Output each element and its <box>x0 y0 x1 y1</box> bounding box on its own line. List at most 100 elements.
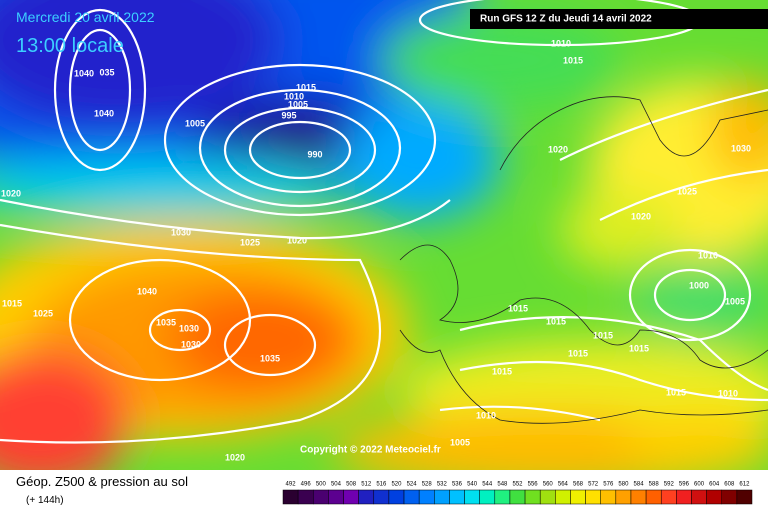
forecast-time: 13:00 locale <box>16 35 124 57</box>
isobar-label: 1015 <box>568 348 588 358</box>
scale-label: 544 <box>482 482 493 488</box>
isobar-label: 1020 <box>287 235 307 245</box>
scale-swatch <box>373 489 390 505</box>
scale-label: 504 <box>331 482 342 488</box>
isobar-label: 1040 <box>94 108 114 118</box>
isobar-label: 1010 <box>284 91 304 101</box>
copyright: Copyright © 2022 Meteociel.fr <box>300 445 441 456</box>
isobar-label: 1025 <box>677 186 697 196</box>
isobar-label: 1010 <box>718 388 738 398</box>
isobar-label: 1030 <box>171 227 191 237</box>
forecast-date: Mercredi 20 avril 2022 <box>16 9 155 25</box>
scale-swatch <box>691 489 707 505</box>
map-field <box>0 0 768 470</box>
scale-swatch <box>706 489 722 505</box>
isobar-label: 1020 <box>1 188 21 198</box>
scale-label: 512 <box>361 482 372 488</box>
isobar-label: 1010 <box>551 38 571 48</box>
isobar-label: 1040 <box>137 286 157 296</box>
scale-label: 540 <box>467 482 478 488</box>
scale-label: 536 <box>452 482 463 488</box>
scale-label: 496 <box>301 482 312 488</box>
scale-swatch <box>524 489 541 505</box>
isobar-label: 1005 <box>450 437 470 447</box>
scale-label: 552 <box>512 482 523 488</box>
scale-label: 592 <box>664 482 675 488</box>
scale-swatch <box>494 489 511 505</box>
scale-label: 516 <box>376 482 387 488</box>
scale-swatch <box>660 489 677 505</box>
isobar-label: 1035 <box>156 317 176 327</box>
scale-swatch <box>313 489 329 505</box>
scale-swatch <box>539 489 556 505</box>
scale-swatch <box>615 489 632 505</box>
isobar-label: 035 <box>99 67 114 77</box>
scale-label: 524 <box>407 482 418 488</box>
scale-swatch <box>509 489 526 505</box>
scale-label: 580 <box>618 482 629 488</box>
isobar-label: 1005 <box>288 99 308 109</box>
scale-label: 612 <box>739 482 750 488</box>
scale-swatch <box>388 489 405 505</box>
scale-swatch <box>418 489 435 505</box>
scale-label: 532 <box>437 482 448 488</box>
scale-label: 560 <box>543 482 554 488</box>
scale-swatch <box>600 489 617 505</box>
scale-swatch <box>645 489 662 505</box>
isobar-label: 1015 <box>593 330 613 340</box>
isobar-label: 1030 <box>179 323 199 333</box>
isobar-label: 1010 <box>698 250 718 260</box>
scale-label: 584 <box>634 482 645 488</box>
scale-swatch <box>449 489 465 505</box>
isobar-label: 1005 <box>725 296 745 306</box>
scale-swatch <box>570 489 586 505</box>
run-info: Run GFS 12 Z du Jeudi 14 avril 2022 <box>480 14 652 25</box>
isobar-label: 990 <box>307 149 322 159</box>
scale-swatch <box>630 489 647 505</box>
scale-swatch <box>721 489 738 505</box>
scale-swatch <box>282 489 299 505</box>
scale-label: 520 <box>391 482 402 488</box>
scale-swatch <box>403 489 420 505</box>
scale-label: 596 <box>679 482 690 488</box>
isobar-label: 1000 <box>689 280 709 290</box>
scale-swatch <box>328 489 344 505</box>
isobar-label: 1015 <box>666 387 686 397</box>
footer-title: Géop. Z500 & pression au sol <box>16 474 188 489</box>
isobar-label: 1010 <box>476 410 496 420</box>
scale-label: 492 <box>286 482 297 488</box>
scale-swatch <box>555 489 571 505</box>
isobar-label: 1025 <box>33 308 53 318</box>
isobar-label: 995 <box>281 110 296 120</box>
scale-label: 548 <box>497 482 508 488</box>
isobar-label: 1015 <box>2 298 22 308</box>
scale-label: 572 <box>588 482 599 488</box>
scale-label: 576 <box>603 482 614 488</box>
isobar-label: 1035 <box>260 353 280 363</box>
isobar-label: 1030 <box>181 339 201 349</box>
scale-swatch <box>479 489 496 505</box>
isobar-label: 1025 <box>240 237 260 247</box>
isobar-label: 1015 <box>492 366 512 376</box>
scale-label: 600 <box>694 482 705 488</box>
isobar-label: 1020 <box>548 144 568 154</box>
scale-swatch <box>297 489 314 505</box>
scale-label: 604 <box>709 482 720 488</box>
run-banner <box>470 9 768 29</box>
scale-swatch <box>464 489 480 505</box>
scale-swatch <box>736 489 753 505</box>
isobar-label: 1040 <box>74 68 94 78</box>
footer-lead: (+ 144h) <box>26 495 64 506</box>
scale-swatch <box>358 489 375 505</box>
scale-label: 568 <box>573 482 584 488</box>
isobar-label: 1020 <box>225 452 245 462</box>
scale-label: 528 <box>422 482 433 488</box>
isobar-label: 1030 <box>731 143 751 153</box>
isobar-label: 1015 <box>296 82 316 92</box>
scale-swatch <box>343 489 359 505</box>
scale-label: 564 <box>558 482 569 488</box>
isobar-label: 1020 <box>631 211 651 221</box>
isobar-label: 1015 <box>546 316 566 326</box>
scale-label: 500 <box>316 482 327 488</box>
